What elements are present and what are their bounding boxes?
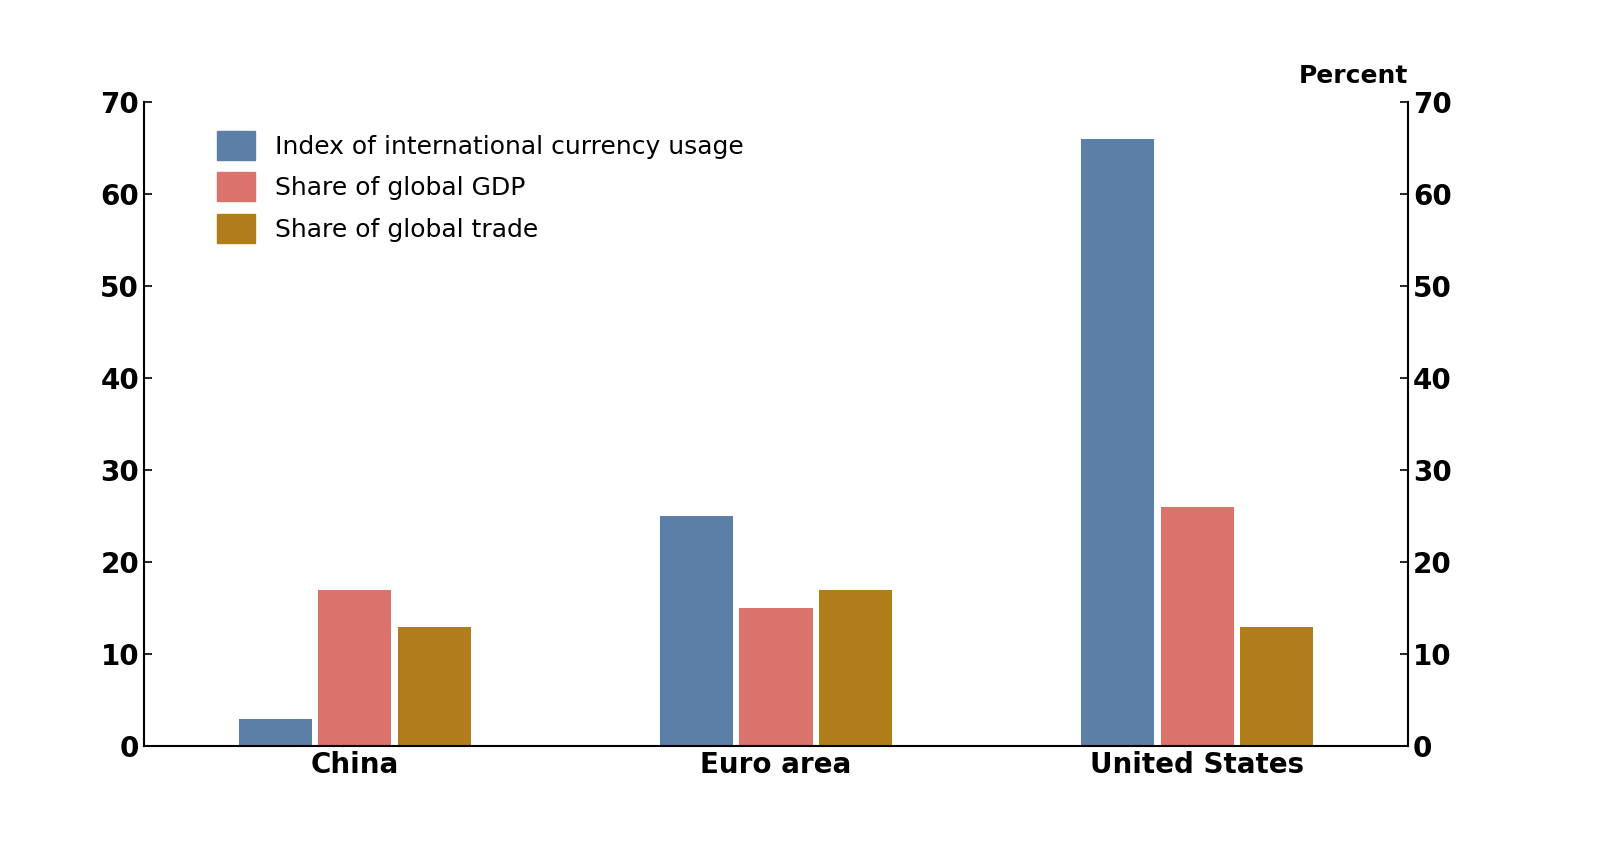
Bar xyxy=(397,627,470,746)
Bar xyxy=(739,608,813,746)
Bar xyxy=(1082,138,1155,746)
Bar xyxy=(1240,627,1314,746)
Legend: Index of international currency usage, Share of global GDP, Share of global trad: Index of international currency usage, S… xyxy=(208,121,754,253)
Bar xyxy=(1162,507,1234,746)
Bar xyxy=(819,589,891,746)
Bar xyxy=(318,589,390,746)
Bar xyxy=(661,516,733,746)
Text: Percent: Percent xyxy=(1299,64,1408,88)
Bar xyxy=(238,718,312,746)
